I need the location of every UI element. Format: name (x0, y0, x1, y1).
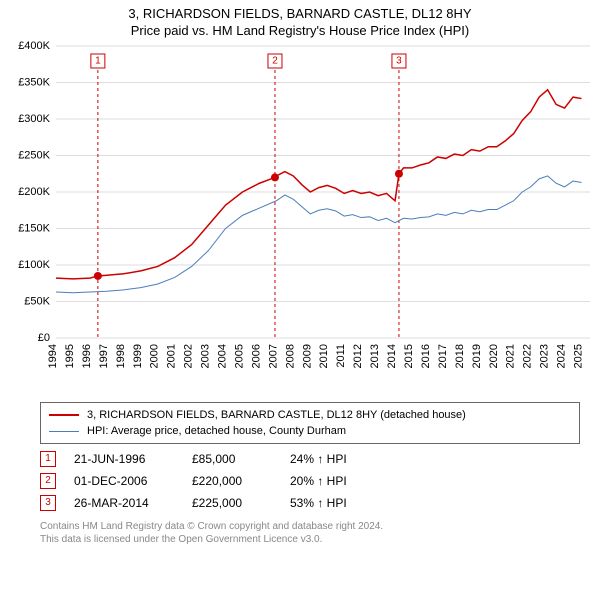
svg-text:2003: 2003 (200, 344, 212, 368)
event-row: 1 21-JUN-1996 £85,000 24% ↑ HPI (40, 448, 580, 470)
title-block: 3, RICHARDSON FIELDS, BARNARD CASTLE, DL… (0, 0, 600, 38)
svg-text:2007: 2007 (267, 344, 279, 368)
svg-text:2005: 2005 (233, 344, 245, 368)
event-price: £225,000 (192, 496, 272, 510)
event-price: £85,000 (192, 452, 272, 466)
svg-text:1999: 1999 (132, 344, 144, 368)
legend-item-property: 3, RICHARDSON FIELDS, BARNARD CASTLE, DL… (49, 407, 571, 423)
svg-text:2009: 2009 (301, 344, 313, 368)
price-chart: £0 £50K £100K £150K £200K £250K £300K £350K £400… (0, 38, 600, 398)
svg-text:£150K: £150K (18, 222, 50, 234)
svg-text:2004: 2004 (217, 344, 229, 368)
svg-text:2023: 2023 (539, 344, 551, 368)
legend-label-hpi: HPI: Average price, detached house, Coun… (87, 423, 346, 439)
svg-text:£50K: £50K (24, 295, 50, 307)
event-hpi: 20% ↑ HPI (290, 474, 347, 488)
svg-text:2001: 2001 (166, 344, 178, 368)
svg-text:2008: 2008 (284, 344, 296, 368)
svg-text:2024: 2024 (556, 344, 568, 368)
svg-text:2021: 2021 (505, 344, 517, 368)
events-table: 1 21-JUN-1996 £85,000 24% ↑ HPI 2 01-DEC… (40, 448, 580, 514)
legend-item-hpi: HPI: Average price, detached house, Coun… (49, 423, 571, 439)
svg-text:2000: 2000 (149, 344, 161, 368)
svg-text:£350K: £350K (18, 76, 50, 88)
svg-text:2022: 2022 (522, 344, 534, 368)
chart-container: £0 £50K £100K £150K £200K £250K £300K £350K £400… (0, 38, 600, 398)
svg-text:2017: 2017 (437, 344, 449, 368)
svg-text:1998: 1998 (115, 344, 127, 368)
svg-text:1: 1 (95, 56, 101, 67)
page-subtitle: Price paid vs. HM Land Registry's House … (0, 23, 600, 38)
event-date: 26-MAR-2014 (74, 496, 174, 510)
svg-text:2013: 2013 (369, 344, 381, 368)
event-badge: 1 (40, 451, 56, 467)
svg-text:2011: 2011 (335, 344, 347, 368)
event-badge: 2 (40, 473, 56, 489)
svg-text:1997: 1997 (98, 344, 110, 368)
svg-text:2020: 2020 (488, 344, 500, 368)
svg-text:2015: 2015 (403, 344, 415, 368)
event-hpi: 53% ↑ HPI (290, 496, 347, 510)
event-row: 3 26-MAR-2014 £225,000 53% ↑ HPI (40, 492, 580, 514)
svg-text:2002: 2002 (183, 344, 195, 368)
legend-label-property: 3, RICHARDSON FIELDS, BARNARD CASTLE, DL… (87, 407, 466, 423)
svg-text:£250K: £250K (18, 149, 50, 161)
svg-text:2016: 2016 (420, 344, 432, 368)
svg-text:1994: 1994 (47, 344, 59, 368)
svg-text:2006: 2006 (250, 344, 262, 368)
event-date: 21-JUN-1996 (74, 452, 174, 466)
svg-text:£400K: £400K (18, 40, 50, 52)
svg-text:£0: £0 (38, 332, 50, 344)
legend: 3, RICHARDSON FIELDS, BARNARD CASTLE, DL… (40, 402, 580, 444)
svg-text:2012: 2012 (352, 344, 364, 368)
svg-text:£300K: £300K (18, 113, 50, 125)
event-badge: 3 (40, 495, 56, 511)
legend-swatch-hpi (49, 431, 79, 432)
event-price: £220,000 (192, 474, 272, 488)
svg-text:3: 3 (396, 56, 402, 67)
footer-line1: Contains HM Land Registry data © Crown c… (40, 520, 580, 533)
svg-text:2025: 2025 (573, 344, 585, 368)
svg-text:2010: 2010 (318, 344, 330, 368)
event-row: 2 01-DEC-2006 £220,000 20% ↑ HPI (40, 470, 580, 492)
svg-text:£100K: £100K (18, 259, 50, 271)
svg-text:1995: 1995 (64, 344, 76, 368)
svg-text:2018: 2018 (454, 344, 466, 368)
svg-text:£200K: £200K (18, 186, 50, 198)
footer: Contains HM Land Registry data © Crown c… (40, 520, 580, 546)
svg-text:1996: 1996 (81, 344, 93, 368)
page-title: 3, RICHARDSON FIELDS, BARNARD CASTLE, DL… (0, 6, 600, 21)
svg-text:2: 2 (272, 56, 278, 67)
svg-text:2019: 2019 (471, 344, 483, 368)
footer-line2: This data is licensed under the Open Gov… (40, 533, 580, 546)
svg-text:2014: 2014 (386, 344, 398, 368)
legend-swatch-property (49, 414, 79, 416)
event-date: 01-DEC-2006 (74, 474, 174, 488)
event-hpi: 24% ↑ HPI (290, 452, 347, 466)
